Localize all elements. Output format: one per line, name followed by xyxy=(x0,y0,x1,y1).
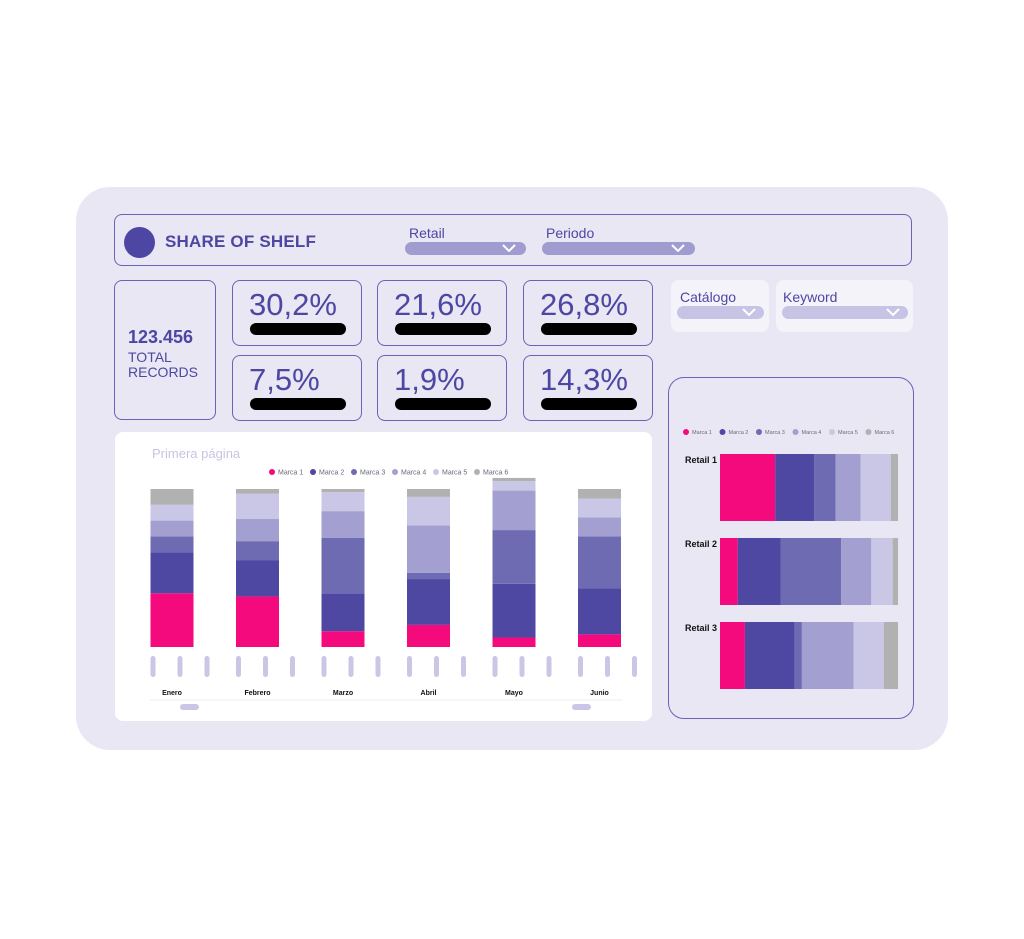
kpi-value: 7,5% xyxy=(249,362,320,397)
kpi-label-redacted xyxy=(395,323,491,335)
retail-chart-card xyxy=(668,377,914,719)
filter-periodo-dropdown[interactable] xyxy=(542,242,695,255)
kpi-card: 1,9% xyxy=(377,355,507,421)
header-bar xyxy=(114,214,912,266)
kpi-label-redacted xyxy=(541,398,637,410)
chevron-down-icon xyxy=(502,244,516,252)
chart-title: Primera página xyxy=(152,446,241,461)
filter-retail-label: Retail xyxy=(409,225,445,241)
filter-periodo-label: Periodo xyxy=(546,225,595,241)
kpi-card: 26,8% xyxy=(523,280,653,346)
primera-pagina-chart-card xyxy=(115,432,652,721)
chevron-down-icon xyxy=(886,308,900,316)
kpi-label-redacted xyxy=(541,323,637,335)
keyword-dropdown[interactable] xyxy=(782,306,908,319)
kpi-label-redacted xyxy=(250,323,346,335)
keyword-label: Keyword xyxy=(783,289,838,305)
app-title: SHARE OF SHELF xyxy=(165,232,317,251)
kpi-card: 30,2% xyxy=(232,280,362,346)
kpi-label-redacted xyxy=(250,398,346,410)
catalogo-label: Catálogo xyxy=(680,289,737,305)
total-records-card xyxy=(114,280,216,420)
chevron-down-icon xyxy=(671,244,685,252)
kpi-value: 14,3% xyxy=(540,362,628,397)
kpi-card: 7,5% xyxy=(232,355,362,421)
kpi-value: 30,2% xyxy=(249,287,337,322)
kpi-label-redacted xyxy=(395,398,491,410)
kpi-card: 14,3% xyxy=(523,355,653,421)
kpi-value: 1,9% xyxy=(394,362,465,397)
logo xyxy=(124,227,155,258)
total-records-value: 123.456 xyxy=(128,327,194,347)
filter-retail-dropdown[interactable] xyxy=(405,242,526,255)
kpi-card: 21,6% xyxy=(377,280,507,346)
chevron-down-icon xyxy=(742,308,756,316)
kpi-value: 21,6% xyxy=(394,287,482,322)
kpi-value: 26,8% xyxy=(540,287,628,322)
catalogo-dropdown[interactable] xyxy=(677,306,764,319)
total-records-label: TOTAL RECORDS xyxy=(128,349,199,380)
